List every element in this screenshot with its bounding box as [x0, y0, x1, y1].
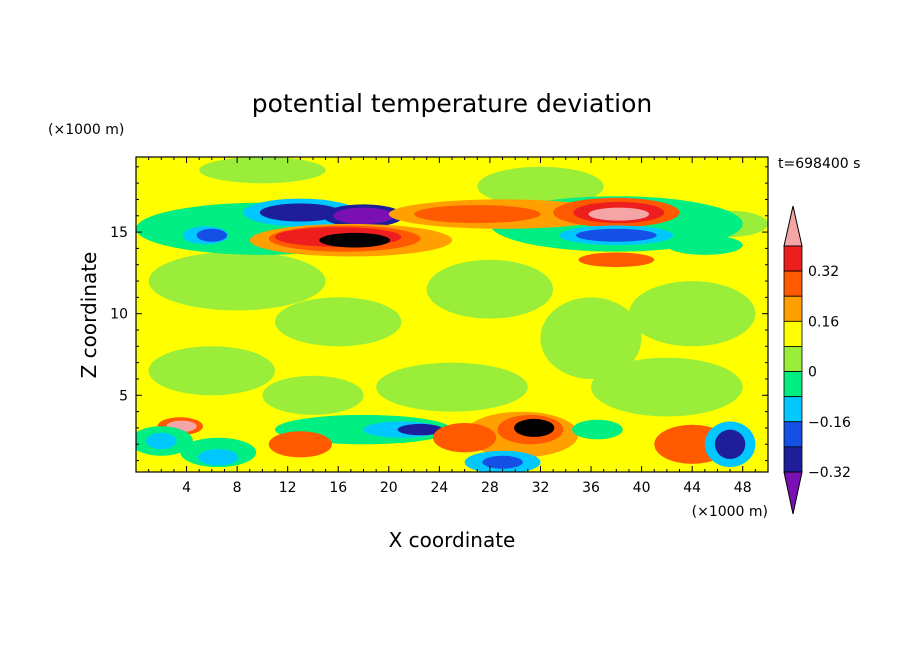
contour-region [572, 419, 623, 440]
colorbar: 0.32 0.16 0 −0.16 −0.32 [783, 205, 851, 515]
contour-region [262, 375, 364, 415]
colorbar-box [783, 371, 803, 398]
contour-region [376, 362, 528, 412]
x-tick-label: 32 [532, 480, 550, 496]
colorbar-box [783, 295, 803, 322]
contour-region [148, 346, 275, 396]
colorbar-box [783, 320, 803, 347]
contour-region [199, 157, 326, 184]
contour-region [666, 235, 743, 255]
x-tick-label: 40 [633, 480, 651, 496]
contour-region [629, 281, 756, 347]
contour-region [514, 418, 555, 437]
contour-region [591, 357, 743, 417]
x-axis: 4 8 12 16 20 24 28 32 36 40 44 48 [148, 157, 756, 496]
y-tick-label: 10 [110, 307, 128, 323]
contour-region [259, 203, 341, 222]
x-tick-label: 4 [182, 480, 191, 496]
x-tick-label: 8 [233, 480, 242, 496]
y-axis-label: Z coordinate [77, 252, 101, 379]
colorbar-box [783, 270, 803, 297]
colorbar-box [783, 421, 803, 448]
y-tick-label: 15 [110, 225, 128, 241]
x-tick-label: 44 [683, 480, 701, 496]
colorbar-label: 0.16 [808, 314, 839, 330]
y-axis-units: (×1000 m) [48, 122, 124, 138]
contour-region [397, 423, 444, 436]
colorbar-label: 0.32 [808, 264, 839, 280]
colorbar-box [783, 446, 803, 473]
contour-region [275, 297, 402, 347]
contour-region [433, 423, 497, 453]
x-axis-label: X coordinate [389, 528, 516, 552]
x-tick-label: 28 [481, 480, 499, 496]
colorbar-label: −0.32 [808, 465, 851, 481]
contour-region [482, 455, 523, 469]
colorbar-min-arrow [783, 471, 803, 515]
x-tick-label: 12 [279, 480, 297, 496]
y-tick-label: 5 [119, 388, 128, 404]
contour-region [414, 205, 541, 224]
contour-region [588, 207, 650, 221]
x-tick-label: 36 [582, 480, 600, 496]
x-tick-label: 20 [380, 480, 398, 496]
colorbar-box [783, 396, 803, 423]
contour-region [714, 429, 746, 459]
contour-field [136, 157, 768, 472]
contour-region [198, 449, 239, 466]
contour-region [477, 166, 604, 206]
x-tick-label: 24 [430, 480, 448, 496]
contour-region [540, 297, 642, 380]
colorbar-max-arrow [783, 205, 803, 247]
x-axis-units: (×1000 m) [692, 504, 768, 520]
contour-region [333, 207, 394, 224]
contour-region [319, 232, 391, 248]
contour-region [426, 259, 554, 319]
colorbar-box [783, 245, 803, 272]
contour-region [268, 431, 332, 458]
contour-region [148, 251, 326, 311]
x-tick-label: 48 [734, 480, 752, 496]
x-tick-label: 16 [329, 480, 347, 496]
contour-region [575, 228, 657, 242]
contour-region [196, 228, 227, 242]
colorbar-label: 0 [808, 365, 817, 381]
time-label: t=698400 s [778, 156, 860, 172]
contour-region [146, 432, 177, 450]
colorbar-label: −0.16 [808, 415, 851, 431]
y-axis: 5 10 15 [110, 166, 768, 462]
chart-title: potential temperature deviation [252, 89, 652, 118]
colorbar-box [783, 346, 803, 372]
contour-region [578, 252, 655, 268]
